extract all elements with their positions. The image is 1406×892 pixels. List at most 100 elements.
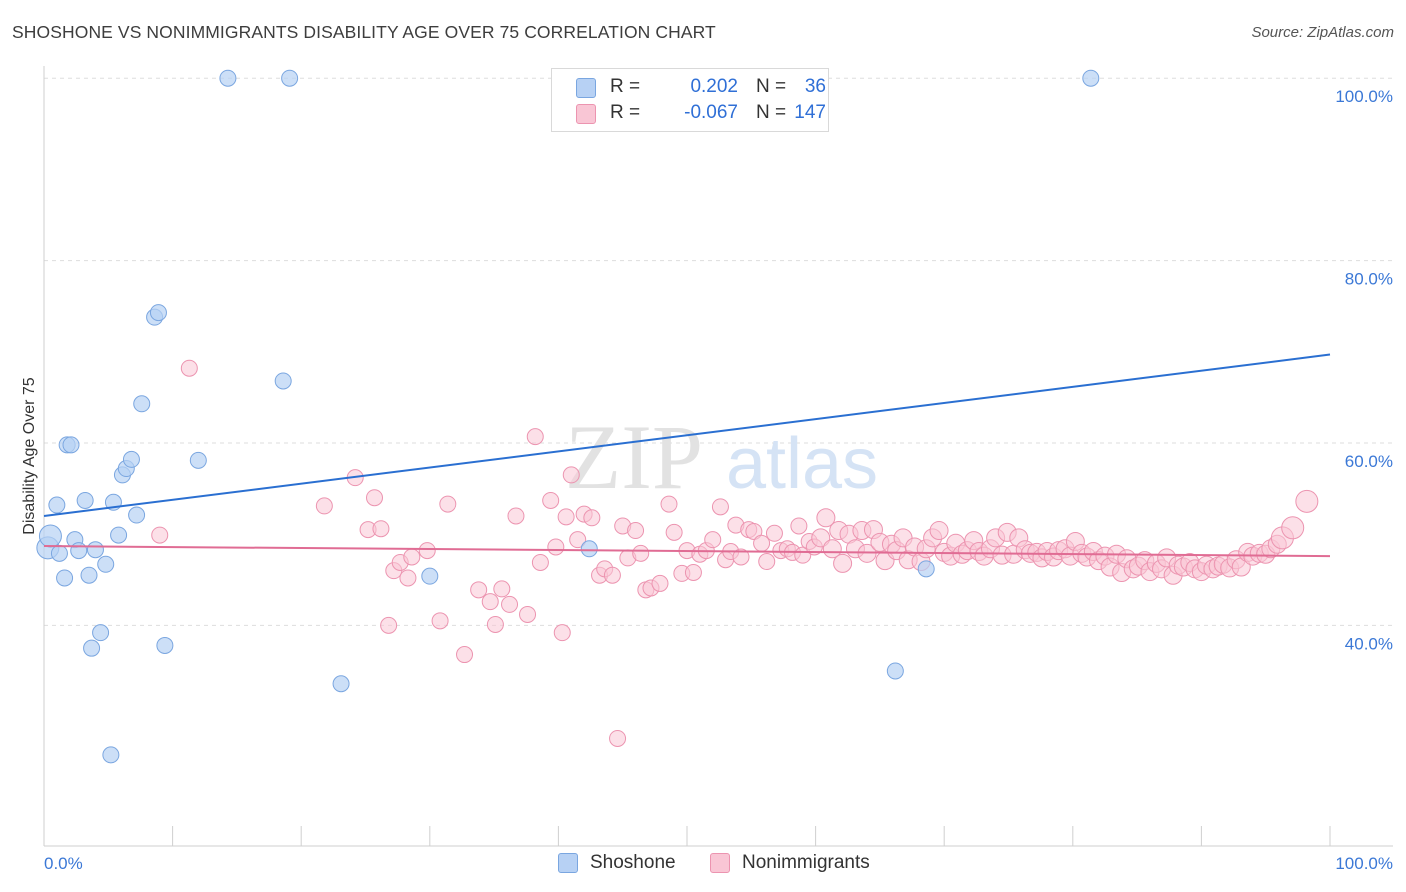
- nonimmigrants-point: [439, 495, 457, 513]
- nonimmigrants-point: [399, 569, 417, 587]
- nonimmigrants-point: [627, 522, 645, 540]
- nonimmigrants-point: [180, 359, 198, 377]
- nonimmigrants-trend-line: [43, 545, 1331, 558]
- nonimmigrants-point: [493, 580, 511, 598]
- nonimmigrants-point: [753, 534, 771, 552]
- legend-label: Shoshone: [590, 852, 676, 873]
- nonimmigrants-point: [403, 548, 421, 566]
- shoshone-point: [110, 526, 128, 544]
- n-label: N =: [756, 102, 787, 123]
- nonimmigrants-point: [765, 524, 783, 542]
- shoshone-swatch-icon: [576, 78, 596, 98]
- axes: [43, 66, 1393, 847]
- y-tick-label: 100.0%: [1335, 87, 1393, 106]
- shoshone-point: [149, 304, 167, 322]
- nonimmigrants-point: [1281, 516, 1305, 540]
- shoshone-point: [70, 542, 88, 560]
- shoshone-point: [56, 569, 74, 587]
- nonimmigrants-point: [632, 544, 650, 562]
- y-tick-label: 40.0%: [1345, 634, 1393, 653]
- nonimmigrants-point: [531, 553, 549, 571]
- watermark: ZIP atlas: [565, 406, 878, 508]
- shoshone-point: [83, 639, 101, 657]
- y-axis-label: Disability Age Over 75: [21, 377, 38, 535]
- trend-lines: [43, 353, 1331, 558]
- shoshone-point: [128, 506, 146, 524]
- nonimmigrants-point: [366, 489, 384, 507]
- x-tick-label-max: 100.0%: [1335, 854, 1393, 873]
- nonimmigrants-point: [315, 497, 333, 515]
- nonimmigrants-point: [519, 605, 537, 623]
- r-value: 0.202: [690, 76, 738, 97]
- nonimmigrants-point: [711, 498, 729, 516]
- shoshone-point: [281, 69, 299, 87]
- nonimmigrants-point: [816, 508, 836, 528]
- nonimmigrants-point: [470, 581, 488, 599]
- shoshone-point: [580, 540, 598, 558]
- nonimmigrants-point: [481, 593, 499, 611]
- n-value: 147: [794, 102, 826, 123]
- nonimmigrants-point: [1295, 489, 1319, 513]
- nonimmigrants-point: [418, 542, 436, 560]
- nonimmigrants-point: [151, 526, 169, 544]
- source-label: Source: ZipAtlas.com: [1251, 24, 1394, 41]
- shoshone-point: [80, 566, 98, 584]
- shoshone-point: [274, 372, 292, 390]
- nonimmigrants-point: [583, 509, 601, 527]
- shoshone-point: [917, 560, 935, 578]
- nonimmigrants-point: [609, 729, 627, 747]
- shoshone-trend-line: [43, 353, 1331, 517]
- r-label: R =: [610, 76, 641, 97]
- nonimmigrants-swatch-icon: [576, 104, 596, 124]
- nonimmigrants-point: [562, 466, 580, 484]
- shoshone-point: [92, 624, 110, 642]
- nonimmigrants-point: [507, 507, 525, 525]
- shoshone-point: [86, 541, 104, 559]
- watermark-zip: ZIP: [565, 406, 703, 508]
- nonimmigrants-point: [547, 538, 565, 556]
- chart-title: SHOSHONE VS NONIMMIGRANTS DISABILITY AGE…: [12, 22, 716, 42]
- nonimmigrants-point: [732, 548, 750, 566]
- nonimmigrants-point: [380, 616, 398, 634]
- shoshone-points: [36, 69, 1100, 764]
- nonimmigrants-point: [745, 522, 763, 540]
- shoshone-point: [122, 450, 140, 468]
- nonimmigrants-points: [151, 359, 1319, 747]
- legend-label: Nonimmigrants: [742, 852, 870, 873]
- n-label: N =: [756, 76, 787, 97]
- nonimmigrants-point: [557, 508, 575, 526]
- nonimmigrants-point: [372, 520, 390, 538]
- nonimmigrants-point: [542, 491, 560, 509]
- shoshone-point: [102, 746, 120, 764]
- shoshone-point: [886, 662, 904, 680]
- nonimmigrants-point: [526, 428, 544, 446]
- nonimmigrants-point: [929, 521, 949, 541]
- nonimmigrants-point: [665, 523, 683, 541]
- nonimmigrants-point: [660, 495, 678, 513]
- nonimmigrants-point: [603, 566, 621, 584]
- shoshone-point: [38, 524, 62, 548]
- shoshone-point: [50, 544, 68, 562]
- correlation-stats-box: R = 0.202 N = 36 R = -0.067 N = 147: [551, 68, 829, 132]
- shoshone-point: [1082, 69, 1100, 87]
- shoshone-point: [156, 636, 174, 654]
- nonimmigrants-point: [501, 595, 519, 613]
- nonimmigrants-point: [833, 553, 853, 573]
- r-label: R =: [610, 102, 641, 123]
- nonimmigrants-point: [811, 528, 831, 548]
- shoshone-legend-swatch-icon: [558, 853, 578, 873]
- nonimmigrants-point: [704, 531, 722, 549]
- shoshone-point: [219, 69, 237, 87]
- y-tick-label: 80.0%: [1345, 270, 1393, 289]
- shoshone-point: [76, 491, 94, 509]
- nonimmigrants-point: [569, 531, 587, 549]
- nonimmigrants-point: [486, 615, 504, 633]
- watermark-atlas: atlas: [726, 424, 878, 504]
- n-value: 36: [804, 76, 826, 97]
- nonimmigrants-point: [553, 624, 571, 642]
- nonimmigrants-point: [431, 612, 449, 630]
- nonimmigrants-point: [684, 563, 702, 581]
- shoshone-point: [133, 395, 151, 413]
- shoshone-point: [97, 555, 115, 573]
